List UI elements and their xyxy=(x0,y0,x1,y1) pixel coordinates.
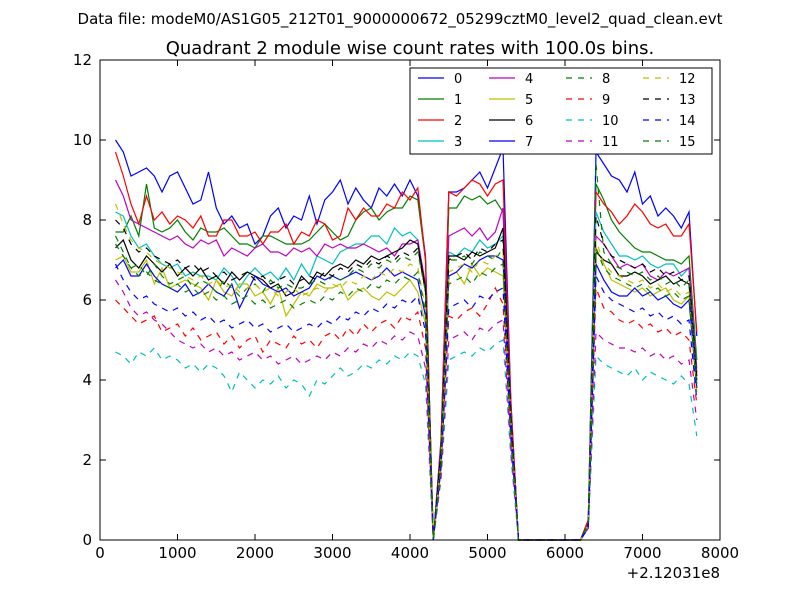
series-line-11 xyxy=(114,279,698,541)
series-line-15 xyxy=(114,243,698,541)
series-line-14 xyxy=(114,263,698,541)
legend-box xyxy=(409,67,713,155)
series-line-6 xyxy=(115,227,698,541)
x-tick-label: 8000 xyxy=(701,544,739,562)
legend-label-6: 6 xyxy=(525,114,533,129)
series-line-7 xyxy=(115,255,698,541)
legend-label-10: 10 xyxy=(602,114,619,129)
y-tick-label: 0 xyxy=(82,531,92,549)
legend-label-3: 3 xyxy=(454,135,462,150)
legend-label-8: 8 xyxy=(602,72,610,87)
series-line-8 xyxy=(114,163,698,541)
series-line-13 xyxy=(115,215,698,541)
legend-label-2: 2 xyxy=(454,114,462,129)
series-line-2 xyxy=(114,151,698,541)
y-tick-label: 6 xyxy=(82,291,92,309)
series-line-12 xyxy=(114,203,698,541)
legend-label-14: 14 xyxy=(679,114,696,129)
legend-label-1: 1 xyxy=(454,93,462,108)
chart-supertitle: Data file: modeM0/AS1G05_212T01_90000006… xyxy=(78,10,723,29)
legend-label-12: 12 xyxy=(679,72,696,87)
legend-label-0: 0 xyxy=(454,72,462,87)
y-tick-label: 8 xyxy=(82,211,92,229)
plot-frame xyxy=(99,59,721,541)
x-tick-label: 2000 xyxy=(236,544,274,562)
x-offset-label: +2.12031e8 xyxy=(627,564,720,582)
x-tick-label: 1000 xyxy=(158,544,196,562)
series-layer xyxy=(114,139,698,541)
x-tick-label: 0 xyxy=(95,544,105,562)
series-line-1 xyxy=(115,183,698,541)
series-line-0 xyxy=(114,139,698,541)
legend-label-15: 15 xyxy=(679,135,696,150)
axis-ticks: 0 1000 2000 3000 4000 5000 6000 7000 80000246810… xyxy=(73,51,739,562)
x-tick-label: 4000 xyxy=(391,544,429,562)
x-tick-label: 7000 xyxy=(623,544,661,562)
y-tick-label: 12 xyxy=(73,51,92,69)
y-tick-label: 10 xyxy=(73,131,92,149)
x-tick-label: 6000 xyxy=(546,544,584,562)
y-tick-label: 4 xyxy=(82,371,92,389)
x-tick-label: 3000 xyxy=(313,544,351,562)
legend-label-9: 9 xyxy=(602,93,610,108)
x-tick-label: 5000 xyxy=(468,544,506,562)
series-line-10 xyxy=(115,339,698,541)
legend-label-11: 11 xyxy=(602,135,619,150)
legend-label-5: 5 xyxy=(525,93,533,108)
y-tick-label: 2 xyxy=(82,451,92,469)
legend-label-7: 7 xyxy=(525,135,533,150)
legend-label-4: 4 xyxy=(525,72,533,87)
series-line-9 xyxy=(115,286,698,541)
legend-label-13: 13 xyxy=(679,93,696,108)
chart-title: Quadrant 2 module wise count rates with … xyxy=(166,38,655,59)
